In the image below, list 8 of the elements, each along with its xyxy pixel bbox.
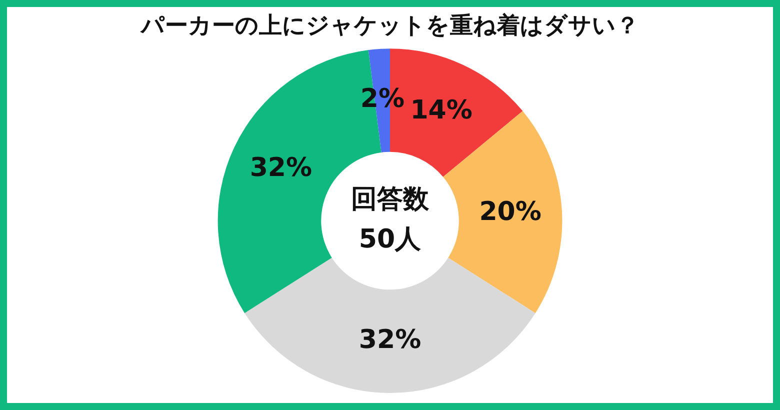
data-label: 2% <box>360 84 405 114</box>
data-label: 32% <box>358 325 422 356</box>
data-label: 20% <box>479 196 542 227</box>
text: 回答数 <box>351 184 430 215</box>
chart-title: パーカーの上にジャケットを重ね着はダサい？ <box>139 12 639 39</box>
data-label: 32% <box>250 153 312 184</box>
text: 50人 <box>358 224 422 255</box>
data-label: 14% <box>410 95 472 126</box>
